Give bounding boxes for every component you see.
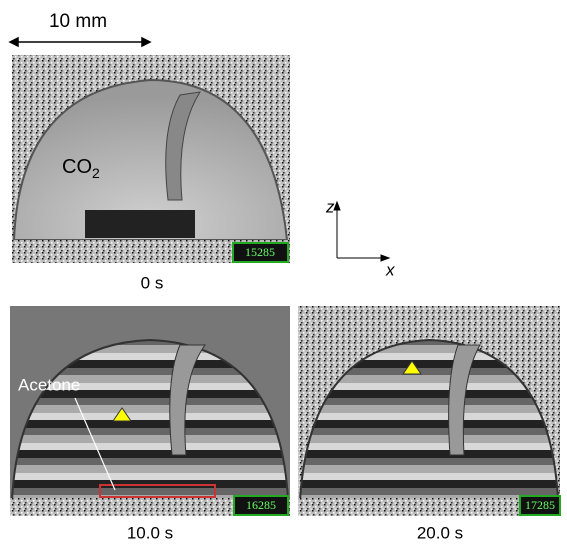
axis-label: x xyxy=(385,260,395,279)
time-label: 10.0 s xyxy=(127,523,173,542)
axes-icon xyxy=(334,202,389,261)
frame-counter: 16285 xyxy=(246,498,276,512)
image-panel: Acetone 16285 xyxy=(10,306,290,516)
time-label: 0 s xyxy=(141,273,164,292)
axis-label: z xyxy=(325,197,335,216)
frame-counter: 15285 xyxy=(245,245,275,259)
frame-counter: 17285 xyxy=(525,498,555,512)
time-label: 20.0 s xyxy=(417,523,463,542)
liquid-label: Acetone xyxy=(18,375,80,394)
gas-label-base: CO xyxy=(62,156,92,178)
scale-bar xyxy=(10,38,150,46)
image-panel: 17285 xyxy=(298,306,560,516)
image-panel: 15285 CO2 xyxy=(12,55,290,263)
gas-label-subscript: 2 xyxy=(92,165,100,181)
figure: 10 mm 15285 CO2 0 s z x Acetone 16285 10… xyxy=(0,0,567,544)
scale-bar-label: 10 mm xyxy=(49,11,107,32)
